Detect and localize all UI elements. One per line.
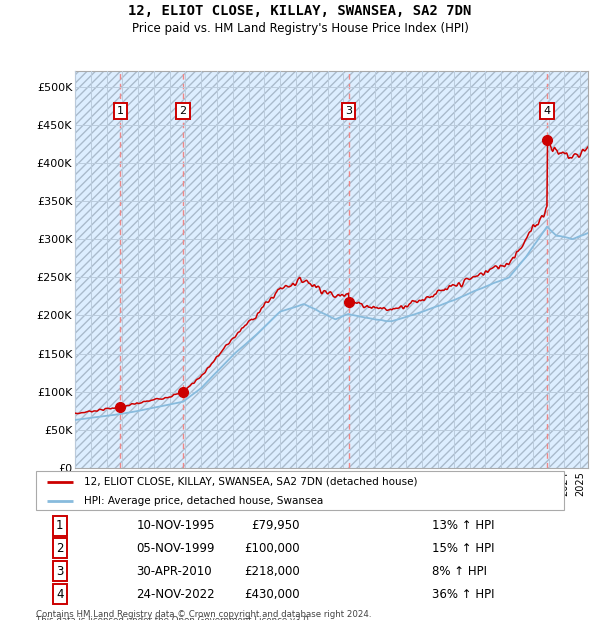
Text: This data is licensed under the Open Government Licence v3.0.: This data is licensed under the Open Gov… <box>36 616 311 620</box>
Text: Contains HM Land Registry data © Crown copyright and database right 2024.: Contains HM Land Registry data © Crown c… <box>36 610 371 619</box>
Text: 30-APR-2010: 30-APR-2010 <box>136 565 212 578</box>
Text: 10-NOV-1995: 10-NOV-1995 <box>136 520 215 533</box>
Text: 1: 1 <box>116 106 124 116</box>
Text: £100,000: £100,000 <box>244 541 300 554</box>
Text: Price paid vs. HM Land Registry's House Price Index (HPI): Price paid vs. HM Land Registry's House … <box>131 22 469 35</box>
Text: 15% ↑ HPI: 15% ↑ HPI <box>432 541 494 554</box>
Text: 8% ↑ HPI: 8% ↑ HPI <box>432 565 487 578</box>
Text: £218,000: £218,000 <box>244 565 300 578</box>
Text: 1: 1 <box>56 520 64 533</box>
Text: 3: 3 <box>56 565 64 578</box>
Text: 36% ↑ HPI: 36% ↑ HPI <box>432 588 494 601</box>
Text: 05-NOV-1999: 05-NOV-1999 <box>136 541 215 554</box>
Text: 4: 4 <box>544 106 551 116</box>
Text: HPI: Average price, detached house, Swansea: HPI: Average price, detached house, Swan… <box>83 496 323 506</box>
Text: 12, ELIOT CLOSE, KILLAY, SWANSEA, SA2 7DN: 12, ELIOT CLOSE, KILLAY, SWANSEA, SA2 7D… <box>128 4 472 19</box>
Text: 12, ELIOT CLOSE, KILLAY, SWANSEA, SA2 7DN (detached house): 12, ELIOT CLOSE, KILLAY, SWANSEA, SA2 7D… <box>83 477 417 487</box>
Text: £79,950: £79,950 <box>251 520 300 533</box>
Text: 24-NOV-2022: 24-NOV-2022 <box>136 588 215 601</box>
Text: 2: 2 <box>179 106 187 116</box>
Text: 4: 4 <box>56 588 64 601</box>
Text: £430,000: £430,000 <box>244 588 300 601</box>
Text: 2: 2 <box>56 541 64 554</box>
Text: 3: 3 <box>345 106 352 116</box>
Text: 13% ↑ HPI: 13% ↑ HPI <box>432 520 494 533</box>
